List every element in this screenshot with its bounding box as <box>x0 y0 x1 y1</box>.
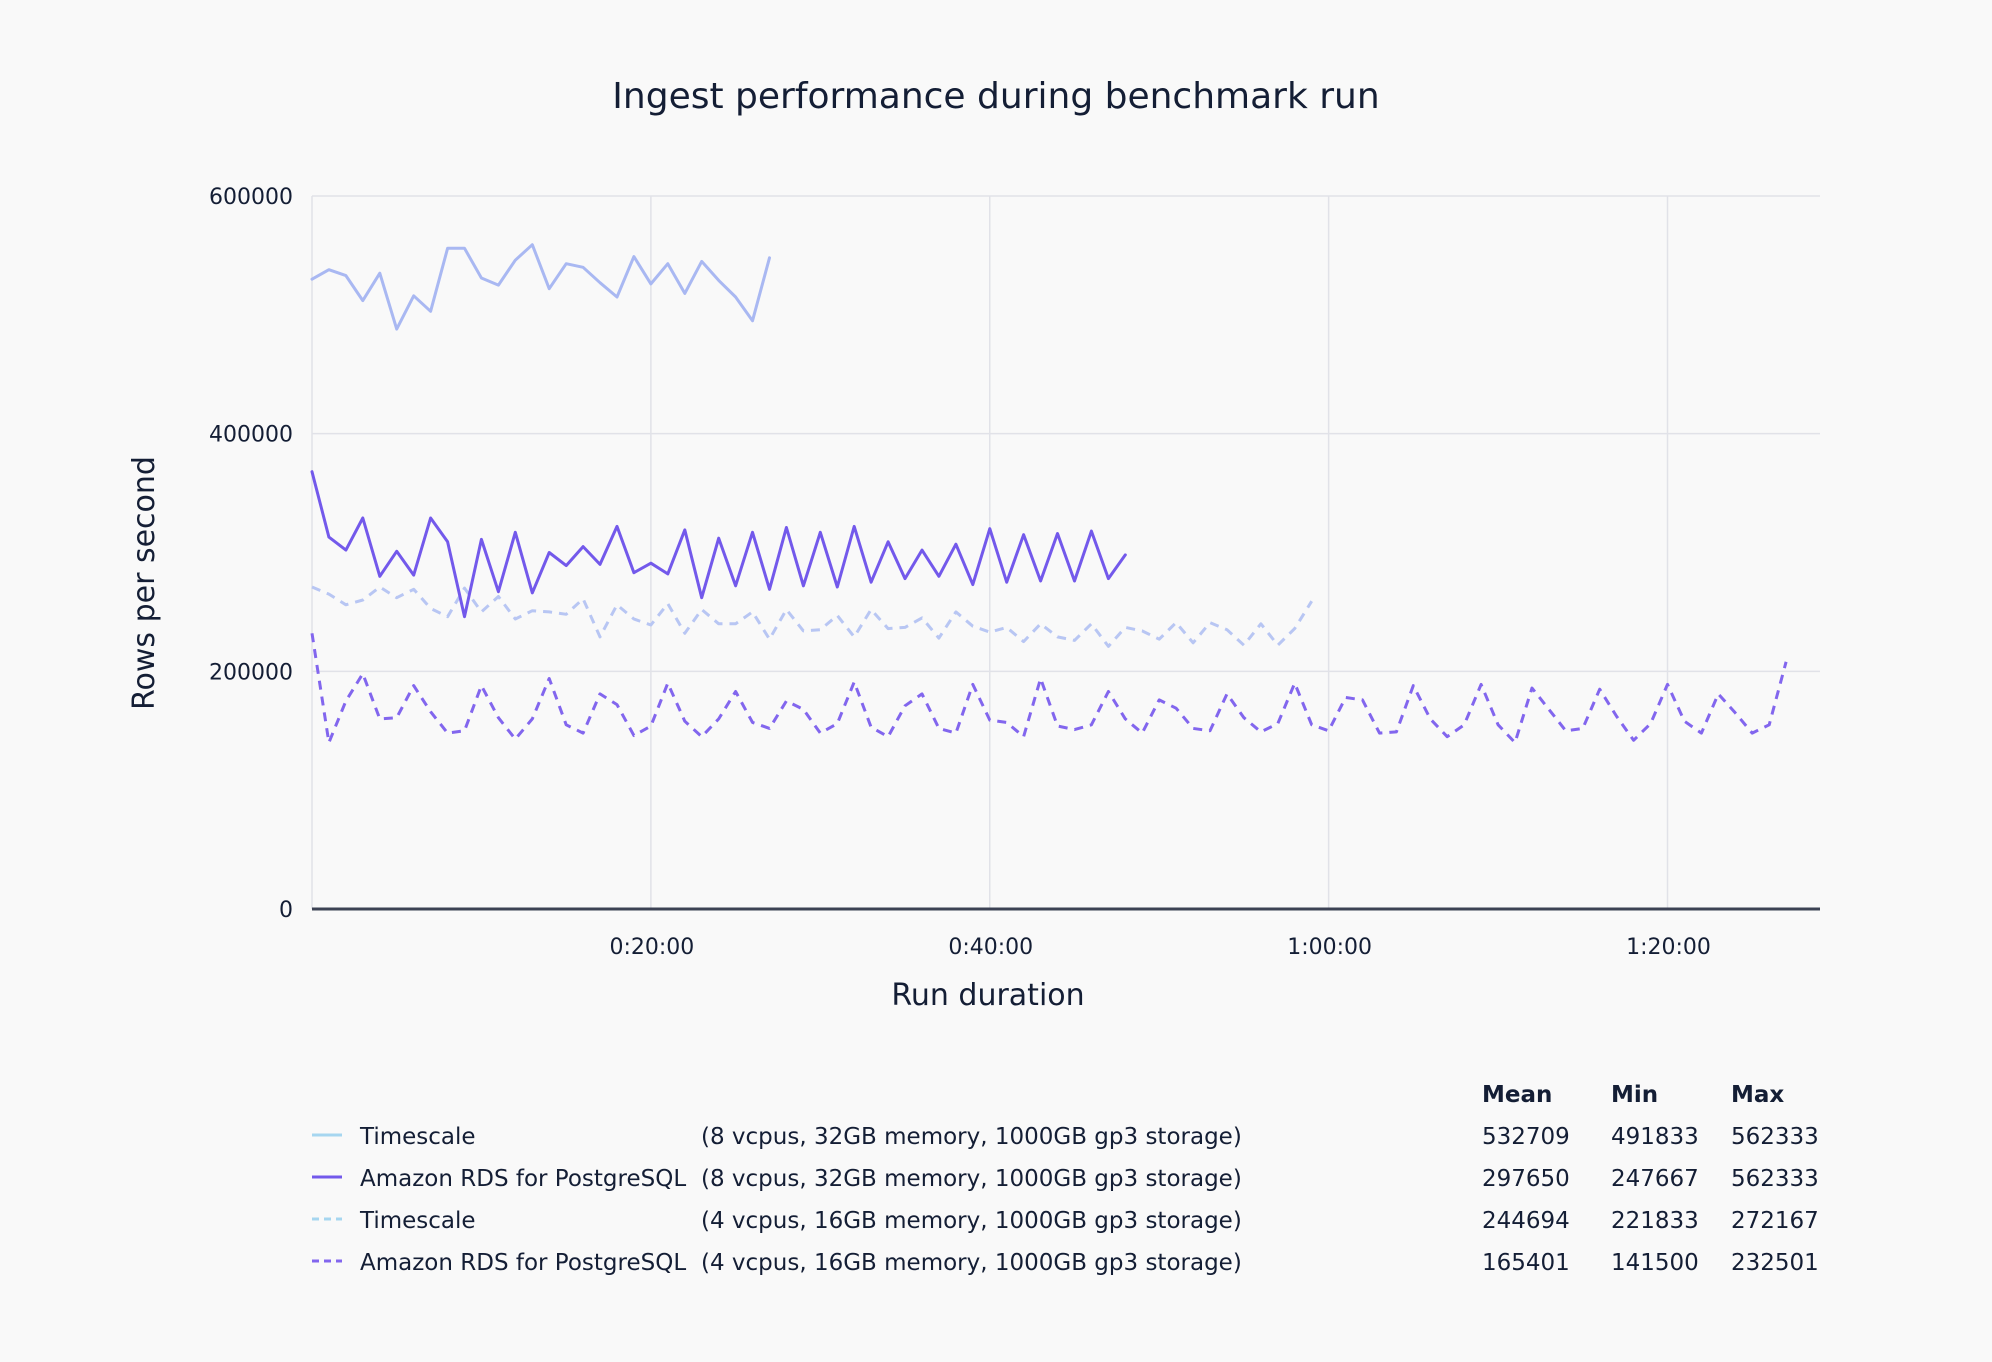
legend-mean-value: 244694 <box>1482 1208 1570 1234</box>
y-tick-label: 400000 <box>209 423 293 448</box>
legend-series-name: Timescale <box>359 1124 476 1150</box>
legend-header-mean: Mean <box>1482 1082 1552 1108</box>
y-tick-label: 600000 <box>209 185 293 210</box>
x-tick-label: 1:20:00 <box>1626 935 1711 960</box>
legend-min-value: 221833 <box>1611 1208 1699 1234</box>
legend-min-value: 141500 <box>1611 1250 1699 1276</box>
legend-header-min: Min <box>1611 1082 1658 1108</box>
legend-max-value: 562333 <box>1731 1124 1819 1150</box>
x-tick-label: 0:40:00 <box>948 935 1033 960</box>
legend: Mean Min Max Timescale (8 vcpus, 32GB mem… <box>312 1082 1819 1276</box>
y-tick-label: 0 <box>279 898 293 923</box>
x-tick-label: 0:20:00 <box>609 935 694 960</box>
legend-series-spec: (8 vcpus, 32GB memory, 1000GB gp3 storag… <box>701 1124 1242 1150</box>
legend-mean-value: 532709 <box>1482 1124 1570 1150</box>
legend-max-value: 562333 <box>1731 1166 1819 1192</box>
chart-title: Ingest performance during benchmark run <box>612 76 1379 117</box>
legend-series-name: Timescale <box>359 1208 476 1234</box>
legend-mean-value: 165401 <box>1482 1250 1570 1276</box>
x-axis-title: Run duration <box>891 978 1084 1013</box>
series-line-1 <box>310 243 771 331</box>
legend-mean-value: 297650 <box>1482 1166 1570 1192</box>
grid <box>311 195 1820 909</box>
legend-min-value: 491833 <box>1611 1124 1699 1150</box>
y-tick-label: 200000 <box>209 660 293 685</box>
legend-series-name: Amazon RDS for PostgreSQL <box>360 1166 686 1192</box>
legend-series-name: Amazon RDS for PostgreSQL <box>360 1250 686 1276</box>
y-axis-title: Rows per second <box>127 456 162 710</box>
legend-min-value: 247667 <box>1611 1166 1699 1192</box>
y-axis-ticks: 0 200000 400000 600000 <box>209 185 293 923</box>
series-line-2 <box>310 470 1127 619</box>
x-tick-label: 1:00:00 <box>1287 935 1372 960</box>
series-line-3 <box>311 585 1313 648</box>
series-line-4 <box>310 633 1788 745</box>
legend-max-value: 272167 <box>1731 1208 1819 1234</box>
x-axis-ticks: 0:20:00 0:40:00 1:00:00 1:20:00 <box>609 935 1710 960</box>
legend-series-spec: (4 vcpus, 16GB memory, 1000GB gp3 storag… <box>701 1250 1242 1276</box>
legend-header-max: Max <box>1731 1082 1784 1108</box>
legend-series-spec: (8 vcpus, 32GB memory, 1000GB gp3 storag… <box>701 1166 1242 1192</box>
legend-series-spec: (4 vcpus, 16GB memory, 1000GB gp3 storag… <box>701 1208 1242 1234</box>
legend-rows: Timescale (8 vcpus, 32GB memory, 1000GB g… <box>312 1124 1819 1276</box>
legend-max-value: 232501 <box>1731 1250 1819 1276</box>
series-layer <box>310 243 1788 745</box>
